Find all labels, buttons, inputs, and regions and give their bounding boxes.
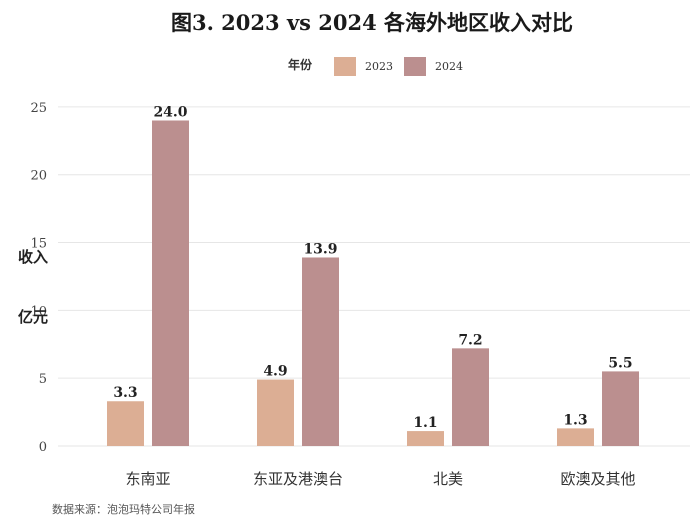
y-axis-label-line2: 亿元 [18,308,48,326]
data-label-2023-0: 3.3 [113,385,137,401]
legend-title: 年份 [288,57,313,72]
source-note: 数据来源：泡泡玛特公司年报 [52,502,195,516]
bars [107,120,639,446]
legend-label-2024: 2024 [435,60,463,73]
bar-2024-3 [602,371,639,446]
x-tick-label: 东南亚 [125,470,170,488]
y-tick-label: 20 [30,169,47,184]
legend-swatch-2023 [334,57,356,76]
y-axis-ticks: 0 5 10 15 20 25 [30,101,47,455]
x-axis-ticks: 东南亚 东亚及港澳台 北美 欧澳及其他 [125,470,635,488]
x-tick-label: 北美 [433,470,463,488]
y-tick-label: 25 [30,101,47,116]
bar-2023-2 [407,431,444,446]
bar-2024-1 [302,257,339,446]
y-tick-label: 5 [39,372,47,387]
bar-2023-3 [557,428,594,446]
legend-label-2023: 2023 [365,60,393,73]
bar-2023-1 [257,379,294,446]
y-tick-label: 15 [30,237,47,252]
legend-swatch-2024 [404,57,426,76]
bar-2023-0 [107,401,144,446]
data-label-2024-1: 13.9 [303,241,337,257]
data-label-2023-3: 1.3 [563,412,587,428]
data-label-2023-2: 1.1 [413,415,437,431]
data-labels: 3.3 24.0 4.9 13.9 1.1 7.2 1.3 5.5 [113,104,632,431]
x-tick-label: 欧澳及其他 [560,470,635,488]
data-label-2024-2: 7.2 [458,332,482,348]
data-label-2023-1: 4.9 [263,364,287,380]
legend: 年份 2023 2024 [288,57,463,76]
bar-2024-2 [452,348,489,446]
y-tick-label: 10 [30,304,47,319]
data-label-2024-3: 5.5 [608,355,632,371]
y-tick-label: 0 [39,440,47,455]
x-tick-label: 东亚及港澳台 [253,470,343,488]
bar-2024-0 [152,120,189,446]
chart-title: 图3. 2023 vs 2024 各海外地区收入对比 [171,10,573,35]
data-label-2024-0: 24.0 [153,104,187,120]
y-axis-label-line1: 收入 [18,248,48,266]
